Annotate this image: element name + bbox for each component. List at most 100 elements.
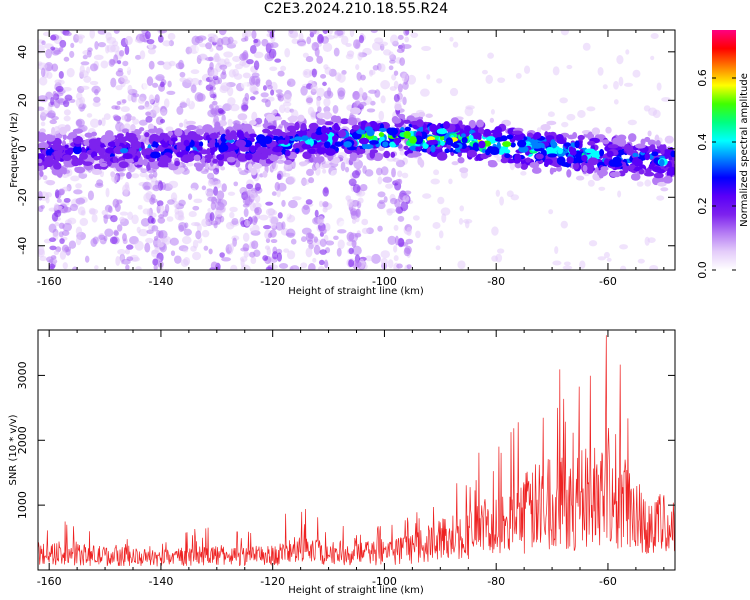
- spectrogram-speckle: [387, 259, 394, 269]
- spectrogram-speckle: [212, 180, 222, 189]
- spectrogram-speckle: [167, 32, 176, 41]
- spectrogram-ridge-cell: [335, 126, 341, 131]
- spectrogram-streak: [393, 93, 400, 103]
- spectrogram-streak: [246, 183, 254, 190]
- spectrogram-speckle: [286, 176, 296, 185]
- spectrogram-speckle: [214, 201, 225, 211]
- spectrogram-speckle: [278, 263, 289, 269]
- spectrogram-streak: [212, 100, 218, 106]
- spectrogram-speckle: [45, 48, 52, 59]
- spectrogram-streak: [54, 221, 60, 227]
- spectrogram-speckle: [178, 224, 185, 233]
- spectrogram-speckle: [588, 240, 598, 247]
- spectrogram-speckle: [80, 209, 86, 216]
- spectrogram-ridge-cell: [425, 113, 433, 118]
- spectrogram-speckle: [441, 213, 447, 223]
- spectrogram-ridge-cell: [196, 146, 203, 151]
- spectrogram-speckle: [75, 226, 83, 236]
- spectrogram-speckle: [229, 211, 235, 219]
- spectrogram-streak: [216, 37, 224, 47]
- spectrogram-speckle: [401, 172, 409, 179]
- spectrogram-speckle: [670, 73, 675, 80]
- spectrogram-streak: [305, 232, 314, 242]
- spectrogram-ridge-cell: [489, 146, 500, 156]
- spectrogram-speckle: [80, 61, 90, 66]
- spectrogram-streak: [266, 84, 273, 90]
- spectrogram-ridge-cell: [78, 156, 83, 165]
- spectrogram-speckle: [380, 95, 386, 104]
- spectrogram-ridge-cell: [185, 120, 196, 125]
- spectrogram-speckle: [449, 36, 454, 42]
- spectrogram-ridge-cell: [535, 153, 544, 160]
- spectrogram-streak: [354, 261, 362, 268]
- spectrogram-streak: [244, 92, 250, 102]
- spectrogram-ridge-cell: [127, 135, 137, 143]
- spectrogram-speckle: [38, 106, 45, 111]
- spectrogram-streak: [215, 44, 224, 51]
- spectrogram-speckle: [221, 257, 232, 262]
- spectrogram-ridge-cell: [252, 163, 263, 169]
- spectrogram-x-tick-label: -80: [487, 275, 505, 288]
- spectrogram-streak: [210, 201, 216, 211]
- spectrogram-streak: [244, 35, 249, 42]
- spectrogram-speckle: [179, 77, 187, 83]
- spectrogram-speckle: [289, 265, 300, 270]
- spectrogram-streak: [274, 58, 282, 63]
- spectrogram-speckle: [232, 55, 241, 63]
- spectrogram-ridge-cell: [204, 153, 214, 160]
- spectrogram-speckle: [75, 183, 82, 189]
- spectrogram-streak: [112, 114, 120, 120]
- spectrogram-streak: [157, 242, 164, 248]
- spectrogram-speckle: [137, 205, 143, 210]
- spectrogram-ridge-cell: [478, 140, 486, 149]
- spectrogram-streak: [320, 73, 327, 79]
- spectrogram-speckle: [270, 81, 278, 92]
- spectrogram-speckle: [346, 241, 353, 247]
- spectrogram-streak: [397, 178, 403, 185]
- spectrogram-speckle: [79, 217, 89, 227]
- spectrogram-speckle: [224, 228, 234, 233]
- spectrogram-ridge-cell: [72, 128, 84, 134]
- spectrogram-ridge-cell: [369, 150, 376, 159]
- spectrogram-speckle: [140, 168, 148, 174]
- spectrogram-streak: [345, 43, 352, 48]
- spectrogram-ridge-cell: [237, 167, 242, 172]
- spectrogram-speckle: [269, 215, 279, 225]
- spectrogram-speckle: [337, 229, 347, 234]
- spectrogram-ridge-cell: [632, 152, 639, 158]
- spectrogram-ridge-cell: [214, 142, 220, 148]
- spectrogram-speckle: [323, 97, 331, 107]
- spectrogram-streak: [262, 255, 269, 261]
- spectrogram-speckle: [566, 113, 576, 121]
- spectrogram-speckle: [137, 105, 145, 110]
- spectrogram-ridge-cell: [512, 130, 523, 135]
- spectrogram-streak: [393, 70, 399, 76]
- spectrogram-speckle: [185, 77, 194, 83]
- spectrogram-speckle: [419, 88, 430, 97]
- spectrogram-ridge-cell: [46, 180, 56, 186]
- spectrogram-streak: [209, 79, 216, 88]
- spectrogram-ridge-cell: [225, 129, 230, 135]
- spectrogram-ridge-cell: [82, 161, 93, 166]
- spectrogram-ridge-cell: [338, 129, 347, 138]
- spectrogram-ridge-cell: [606, 150, 614, 158]
- spectrogram-ridge-cell: [84, 132, 93, 138]
- spectrogram-streak: [119, 216, 126, 223]
- spectrogram-ridge-cell: [513, 134, 522, 141]
- spectrogram-ridge-cell: [452, 143, 460, 149]
- spectrogram-streak: [269, 229, 277, 238]
- spectrogram-ridge-cell: [302, 151, 312, 160]
- spectrogram-ridge-cell: [305, 139, 314, 145]
- spectrogram-ridge-cell: [294, 121, 300, 131]
- spectrogram-speckle: [89, 118, 100, 128]
- spectrogram-speckle: [132, 93, 140, 98]
- spectrogram-speckle: [123, 202, 131, 210]
- spectrogram-ridge-cell: [581, 154, 588, 162]
- spectrogram-ridge-cell: [114, 138, 120, 147]
- snr-x-tick-label: -80: [487, 575, 505, 588]
- spectrogram-ridge-cell: [556, 156, 566, 166]
- spectrogram-ridge-cell: [343, 141, 353, 148]
- spectrogram-speckle: [228, 243, 234, 252]
- spectrogram-speckle: [352, 245, 362, 256]
- spectrogram-speckle: [586, 106, 596, 112]
